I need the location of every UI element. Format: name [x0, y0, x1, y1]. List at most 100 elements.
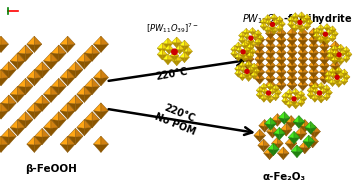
- Polygon shape: [336, 57, 339, 61]
- Polygon shape: [314, 73, 318, 79]
- Polygon shape: [307, 95, 311, 99]
- Polygon shape: [307, 14, 310, 18]
- Polygon shape: [318, 29, 321, 33]
- Polygon shape: [272, 91, 276, 95]
- Polygon shape: [68, 62, 75, 70]
- Polygon shape: [335, 66, 340, 71]
- Polygon shape: [299, 147, 305, 154]
- Polygon shape: [285, 122, 291, 128]
- Polygon shape: [25, 112, 33, 120]
- Polygon shape: [260, 78, 265, 84]
- Polygon shape: [260, 47, 265, 53]
- Polygon shape: [314, 67, 318, 73]
- Polygon shape: [292, 16, 295, 20]
- Polygon shape: [27, 44, 34, 53]
- Polygon shape: [292, 59, 297, 65]
- Polygon shape: [309, 28, 314, 34]
- Polygon shape: [260, 94, 264, 99]
- Polygon shape: [292, 92, 296, 96]
- Polygon shape: [286, 93, 289, 97]
- Polygon shape: [75, 70, 83, 78]
- Polygon shape: [265, 73, 270, 79]
- Polygon shape: [242, 77, 246, 81]
- Polygon shape: [309, 78, 314, 84]
- Polygon shape: [252, 36, 255, 40]
- Polygon shape: [175, 45, 180, 50]
- Polygon shape: [249, 59, 254, 65]
- Polygon shape: [239, 47, 242, 50]
- Polygon shape: [235, 42, 238, 46]
- Circle shape: [324, 32, 327, 36]
- Polygon shape: [235, 53, 238, 57]
- Polygon shape: [270, 53, 276, 58]
- Polygon shape: [329, 71, 332, 75]
- Polygon shape: [330, 47, 335, 53]
- Polygon shape: [327, 27, 331, 31]
- Polygon shape: [281, 72, 286, 78]
- Polygon shape: [264, 22, 267, 26]
- Polygon shape: [337, 77, 340, 81]
- Polygon shape: [303, 41, 308, 47]
- Polygon shape: [276, 88, 279, 92]
- Polygon shape: [260, 67, 265, 73]
- Polygon shape: [231, 46, 234, 50]
- Polygon shape: [327, 52, 331, 56]
- Polygon shape: [94, 136, 101, 145]
- Polygon shape: [168, 43, 173, 49]
- Polygon shape: [335, 49, 338, 53]
- Polygon shape: [251, 66, 254, 70]
- Polygon shape: [276, 53, 281, 58]
- Polygon shape: [276, 24, 280, 29]
- Polygon shape: [274, 89, 278, 93]
- Polygon shape: [301, 17, 304, 21]
- Polygon shape: [331, 57, 334, 61]
- Polygon shape: [321, 28, 324, 32]
- Polygon shape: [244, 53, 249, 58]
- Polygon shape: [265, 91, 268, 95]
- Polygon shape: [1, 70, 8, 78]
- Polygon shape: [303, 135, 309, 142]
- Polygon shape: [320, 92, 323, 96]
- Polygon shape: [337, 44, 341, 48]
- Polygon shape: [250, 52, 254, 56]
- Polygon shape: [0, 44, 1, 53]
- Polygon shape: [268, 18, 271, 22]
- Polygon shape: [281, 80, 286, 86]
- Polygon shape: [260, 53, 265, 58]
- Polygon shape: [341, 57, 344, 61]
- Polygon shape: [270, 30, 274, 34]
- Polygon shape: [254, 75, 258, 79]
- Polygon shape: [307, 135, 313, 142]
- Polygon shape: [260, 66, 265, 71]
- Polygon shape: [270, 60, 276, 66]
- Circle shape: [317, 91, 321, 95]
- Polygon shape: [276, 28, 280, 32]
- Polygon shape: [331, 49, 335, 53]
- Polygon shape: [258, 139, 264, 146]
- Polygon shape: [297, 145, 303, 152]
- Polygon shape: [168, 59, 173, 65]
- Polygon shape: [75, 62, 83, 70]
- Polygon shape: [333, 72, 336, 76]
- Polygon shape: [235, 65, 238, 69]
- Polygon shape: [325, 93, 329, 97]
- Polygon shape: [287, 80, 292, 86]
- Polygon shape: [329, 34, 333, 38]
- Polygon shape: [260, 98, 264, 102]
- Polygon shape: [25, 45, 33, 54]
- Polygon shape: [270, 41, 276, 47]
- Polygon shape: [51, 94, 59, 102]
- Polygon shape: [330, 66, 335, 71]
- Polygon shape: [244, 60, 249, 66]
- Polygon shape: [298, 40, 303, 45]
- Polygon shape: [283, 147, 289, 154]
- Polygon shape: [337, 48, 341, 52]
- Polygon shape: [249, 44, 253, 48]
- Polygon shape: [309, 53, 314, 58]
- Polygon shape: [327, 57, 331, 61]
- Polygon shape: [169, 45, 174, 50]
- Polygon shape: [332, 83, 336, 87]
- Polygon shape: [331, 34, 335, 38]
- Polygon shape: [84, 86, 92, 95]
- Polygon shape: [264, 145, 269, 152]
